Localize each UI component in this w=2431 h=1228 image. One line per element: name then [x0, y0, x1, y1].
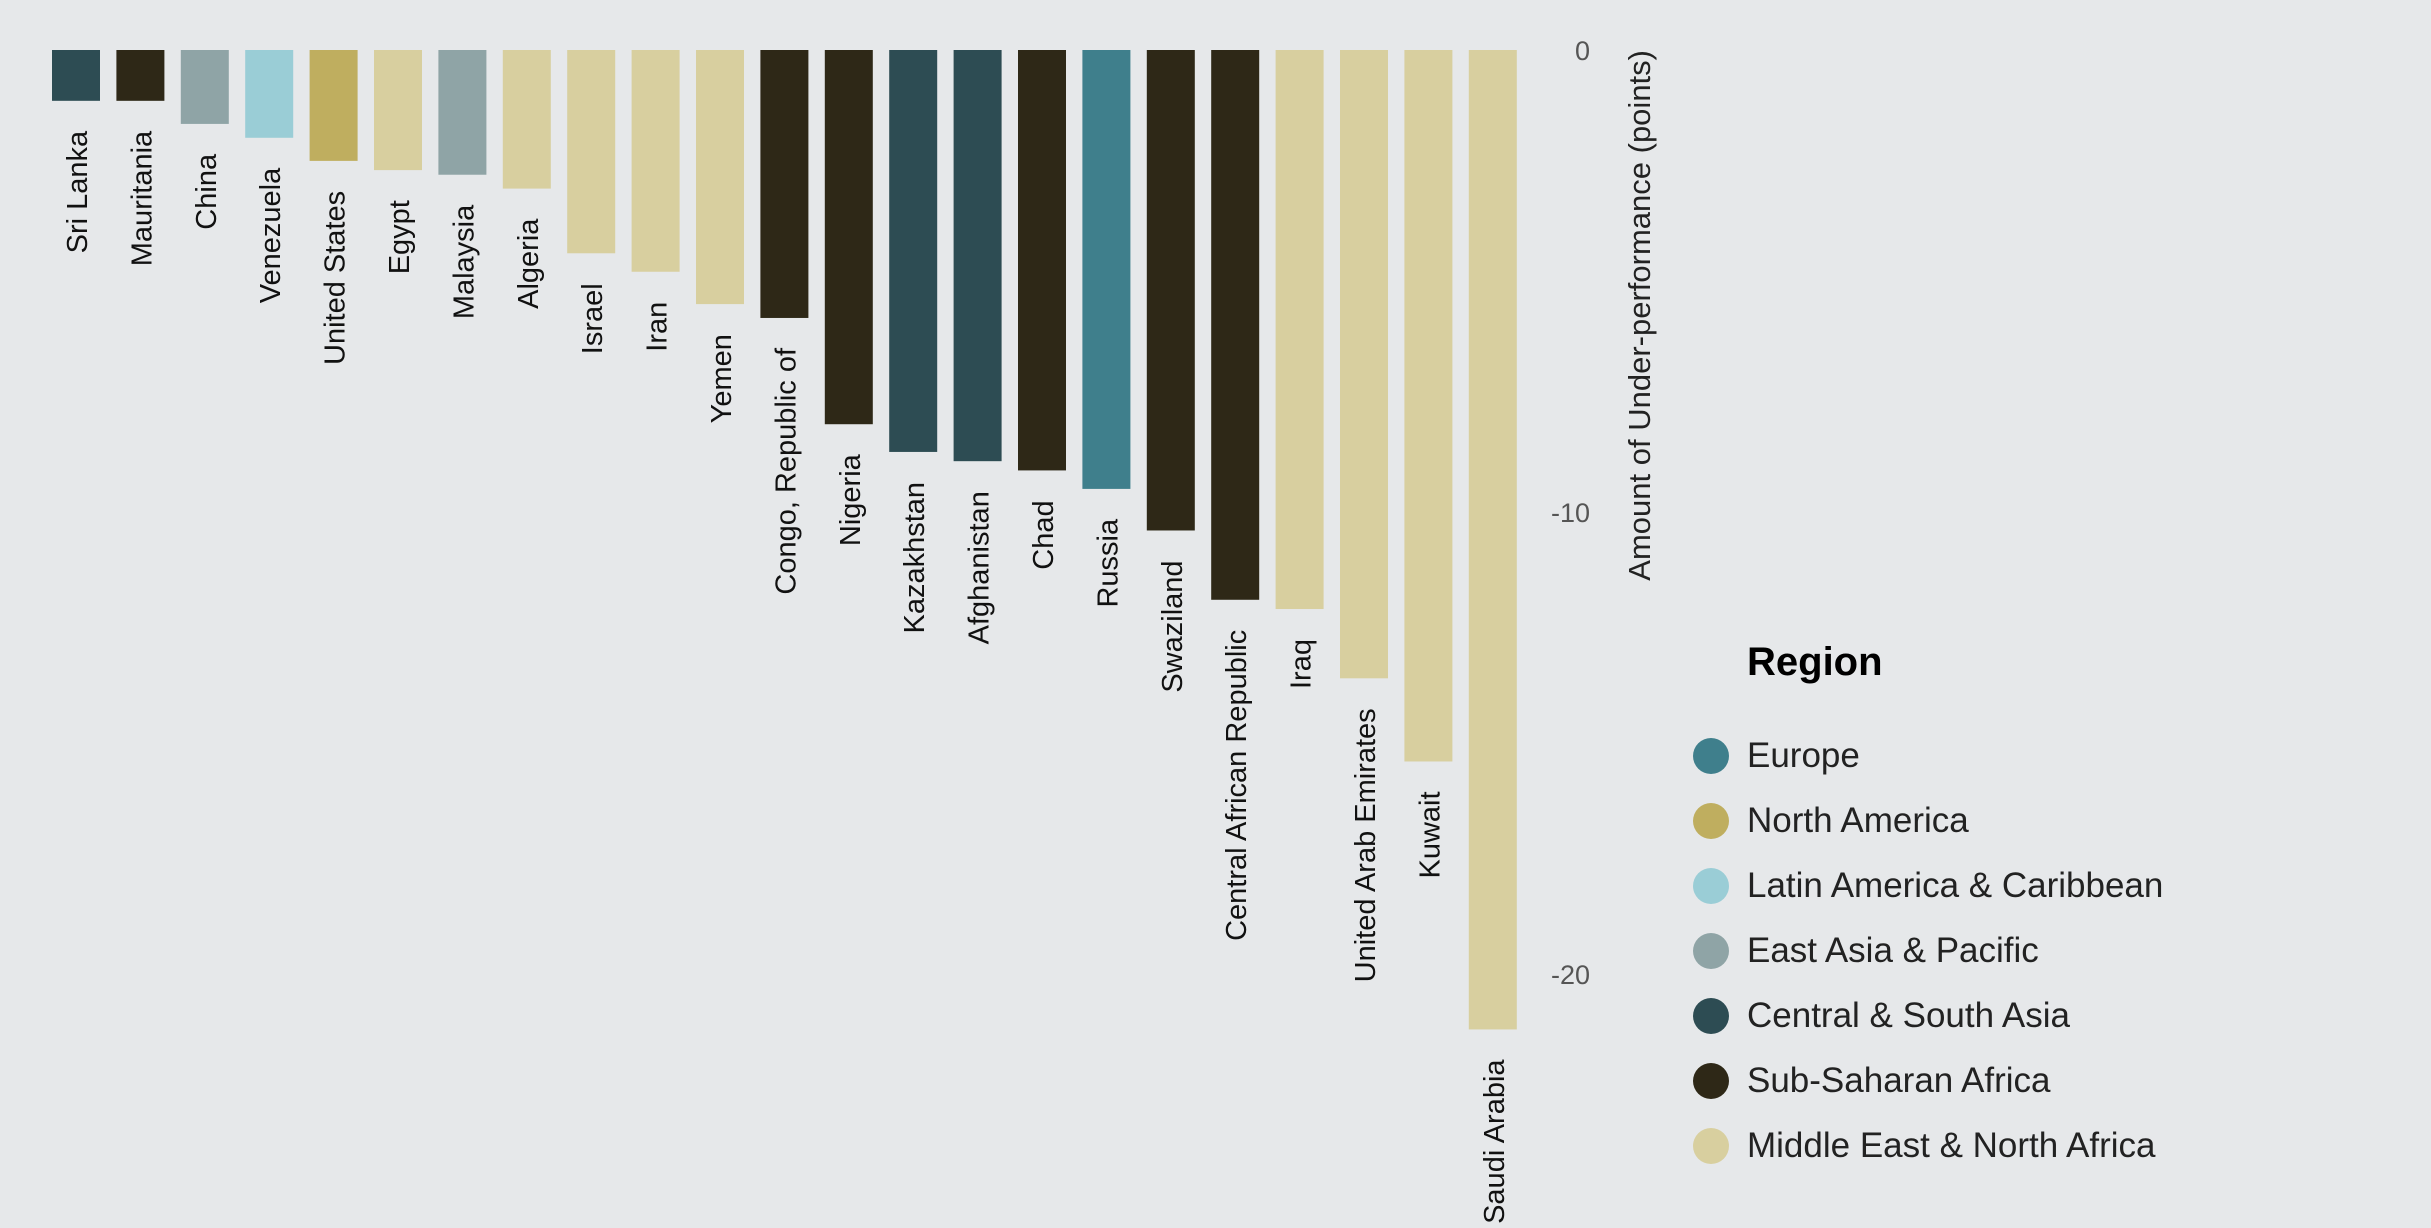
- category-label: Congo, Republic of: [770, 347, 802, 595]
- bar: [1468, 50, 1517, 1030]
- bar: [1404, 50, 1453, 762]
- category-label: Iraq: [1286, 639, 1318, 689]
- bar: [438, 50, 487, 175]
- bar: [567, 50, 616, 254]
- category-label: Kazakhstan: [899, 482, 931, 634]
- y-tick-label: 0: [1575, 36, 1590, 66]
- category-label: Central African Republic: [1221, 630, 1253, 941]
- legend-item-label: Latin America & Caribbean: [1747, 865, 2164, 905]
- legend-item-label: Europe: [1747, 735, 1860, 775]
- category-labels-group: Sri Lanka Mauritania China Venezuela United …: [62, 130, 1511, 1224]
- category-label: Chad: [1028, 500, 1060, 569]
- bar: [1018, 50, 1066, 471]
- bar: [1275, 50, 1324, 610]
- bar: [953, 50, 1002, 462]
- category-label: Egypt: [384, 200, 416, 274]
- category-label: Venezuela: [255, 167, 287, 303]
- bar: [1211, 50, 1260, 600]
- legend-item: Europe: [1693, 723, 2163, 788]
- legend-item: Central & South Asia: [1693, 983, 2163, 1048]
- legend-item: North America: [1693, 788, 2163, 853]
- category-label: United States: [320, 191, 352, 365]
- category-label: Israel: [577, 283, 609, 354]
- category-label: China: [191, 153, 223, 230]
- bar: [1082, 50, 1131, 489]
- legend-color-dot: [1693, 737, 1729, 774]
- category-label: Swaziland: [1157, 560, 1189, 692]
- y-axis-ticks: 0 -10 -20: [1551, 36, 1590, 990]
- category-label: United Arab Emirates: [1350, 708, 1382, 982]
- category-label: Iran: [642, 302, 674, 352]
- legend-item-label: Sub-Saharan Africa: [1747, 1060, 2051, 1100]
- category-label: Yemen: [706, 334, 738, 423]
- legend-item-label: Central & South Asia: [1747, 995, 2070, 1035]
- bar: [824, 50, 873, 425]
- bar: [180, 50, 229, 124]
- category-label: Saudi Arabia: [1479, 1059, 1511, 1224]
- category-label: Sri Lanka: [62, 130, 94, 253]
- legend-color-dot: [1693, 867, 1729, 904]
- bar: [760, 50, 809, 318]
- legend-items: Europe North America Latin America & Carib…: [1693, 723, 2163, 1178]
- bar: [502, 50, 551, 189]
- legend-item: Latin America & Caribbean: [1693, 853, 2163, 918]
- bar: [245, 50, 294, 138]
- category-label: Russia: [1092, 518, 1124, 608]
- bar: [1340, 50, 1388, 679]
- legend-title: Region: [1747, 640, 1883, 684]
- legend-item: Middle East & North Africa: [1693, 1113, 2163, 1178]
- category-label: Nigeria: [835, 453, 867, 546]
- category-label: Kuwait: [1414, 791, 1446, 878]
- bar: [631, 50, 680, 272]
- bar: [309, 50, 358, 161]
- legend-item-label: East Asia & Pacific: [1747, 930, 2039, 970]
- bar: [116, 50, 165, 101]
- category-label: Algeria: [513, 218, 545, 309]
- bar: [374, 50, 422, 171]
- bars-group: [52, 50, 1517, 1030]
- legend-color-dot: [1693, 932, 1729, 969]
- legend-color-dot: [1693, 1062, 1729, 1099]
- bar: [1146, 50, 1195, 531]
- legend-item-label: North America: [1747, 800, 1969, 840]
- legend-item-label: Middle East & North Africa: [1747, 1125, 2156, 1165]
- legend-item: East Asia & Pacific: [1693, 918, 2163, 983]
- bar: [696, 50, 744, 305]
- category-label: Mauritania: [126, 130, 158, 266]
- bar-chart: Sri Lanka Mauritania China Venezuela United …: [52, 36, 1657, 1224]
- bar: [889, 50, 938, 452]
- legend-color-dot: [1693, 1127, 1729, 1164]
- y-tick-label: -10: [1551, 498, 1590, 528]
- bar: [52, 50, 100, 101]
- legend-item: Sub-Saharan Africa: [1693, 1048, 2163, 1113]
- legend: Region Europe North America Latin America …: [1693, 640, 2163, 1178]
- category-label: Malaysia: [448, 204, 480, 319]
- legend-color-dot: [1693, 802, 1729, 839]
- y-axis-label: Amount of Under-performance (points): [1622, 50, 1657, 581]
- category-label: Afghanistan: [964, 491, 996, 644]
- legend-color-dot: [1693, 997, 1729, 1034]
- y-tick-label: -20: [1551, 960, 1590, 990]
